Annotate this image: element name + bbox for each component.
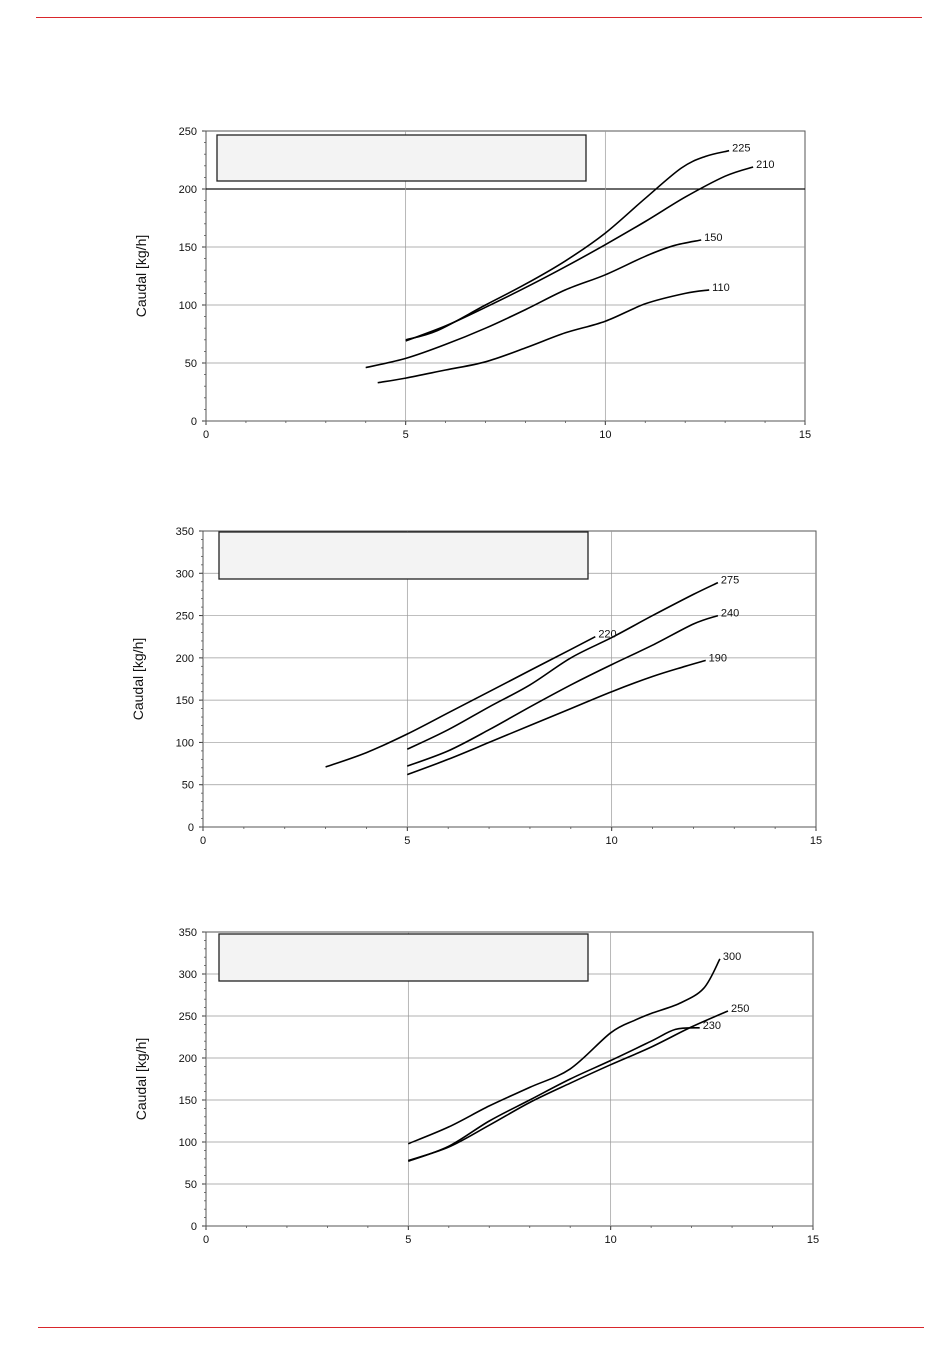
y-tick-label: 350: [176, 526, 194, 538]
y-tick-label: 0: [188, 822, 194, 834]
x-tick-label: 10: [605, 1234, 617, 1246]
series-label-300: 300: [723, 951, 741, 963]
series-label-150: 150: [704, 232, 722, 244]
x-tick-label: 15: [810, 835, 822, 847]
x-tick-label: 15: [799, 429, 811, 441]
series-line-230: [408, 1027, 700, 1163]
y-tick-label: 200: [176, 653, 194, 665]
y-tick-label: 50: [182, 780, 194, 792]
y-tick-label: 50: [185, 358, 197, 370]
y-tick-label: 300: [179, 969, 197, 981]
y-tick-label: 150: [176, 695, 194, 707]
series-line-250: [408, 1010, 729, 1162]
series-line-150: [365, 239, 702, 369]
series-line-300: [407, 958, 721, 1145]
series-label-190: 190: [709, 652, 727, 664]
x-tick-label: 10: [606, 835, 618, 847]
series-line-110: [377, 289, 710, 384]
series-label-230: 230: [703, 1020, 721, 1032]
series-line-275: [406, 581, 719, 750]
legend-box: [218, 531, 589, 580]
flow-chart-1: 0 50 100 150 200 250 0 5 10 15 Caudal [kg/h] 225 210…: [0, 120, 950, 460]
series-label-220: 220: [598, 629, 616, 641]
series-line-190: [407, 659, 706, 776]
y-tick-label: 200: [179, 184, 197, 196]
y-axis-title: Caudal [kg/h]: [130, 638, 146, 721]
x-tick-label: 0: [203, 429, 209, 441]
legend-box: [218, 933, 589, 982]
y-tick-label: 250: [179, 126, 197, 138]
y-tick-label: 150: [179, 242, 197, 254]
y-tick-label: 250: [179, 1011, 197, 1023]
flow-chart-2: 0 50 100 150 200 250 300 350 0 5 10 15 Caudal [kg/h]…: [0, 520, 950, 865]
flow-chart-2-svg: 0 50 100 150 200 250 300 350 0 5 10 15 Caudal [kg/h]…: [130, 526, 822, 847]
x-tick-label: 5: [403, 429, 409, 441]
y-tick-label: 300: [176, 568, 194, 580]
plot-frame: [202, 530, 817, 828]
flow-chart-3: 0 50 100 150 200 250 300 350 0 5 10 15 Caudal [kg/h]…: [0, 922, 950, 1262]
top-rule: [36, 17, 922, 18]
series-label-225: 225: [732, 143, 750, 155]
series-label-250: 250: [731, 1003, 749, 1015]
y-tick-label: 0: [191, 1221, 197, 1233]
y-tick-label: 200: [179, 1053, 197, 1065]
y-tick-label: 100: [179, 300, 197, 312]
y-tick-label: 350: [179, 927, 197, 939]
x-tick-label: 0: [200, 835, 206, 847]
series-label-275: 275: [721, 575, 739, 587]
bottom-rule: [38, 1327, 924, 1328]
y-axis-title: Caudal [kg/h]: [133, 235, 149, 318]
y-tick-label: 0: [191, 416, 197, 428]
series-label-110: 110: [712, 282, 730, 294]
y-tick-label: 250: [176, 611, 194, 623]
x-tick-label: 10: [599, 429, 611, 441]
series-label-210: 210: [756, 159, 774, 171]
y-tick-label: 150: [179, 1095, 197, 1107]
flow-chart-1-svg: 0 50 100 150 200 250 0 5 10 15 Caudal [kg/h] 225 210…: [133, 126, 811, 441]
series-line-210: [405, 166, 754, 342]
x-tick-label: 5: [404, 835, 410, 847]
series-label-240: 240: [721, 608, 739, 620]
x-tick-label: 5: [405, 1234, 411, 1246]
x-tick-label: 0: [203, 1234, 209, 1246]
y-tick-label: 50: [185, 1179, 197, 1191]
y-tick-label: 100: [179, 1137, 197, 1149]
flow-chart-3-svg: 0 50 100 150 200 250 300 350 0 5 10 15 Caudal [kg/h]…: [133, 927, 819, 1246]
legend-box: [216, 134, 587, 182]
y-tick-label: 100: [176, 737, 194, 749]
series-line-240: [407, 614, 719, 767]
series-line-220: [325, 635, 596, 768]
y-axis-title: Caudal [kg/h]: [133, 1038, 149, 1121]
x-tick-label: 15: [807, 1234, 819, 1246]
